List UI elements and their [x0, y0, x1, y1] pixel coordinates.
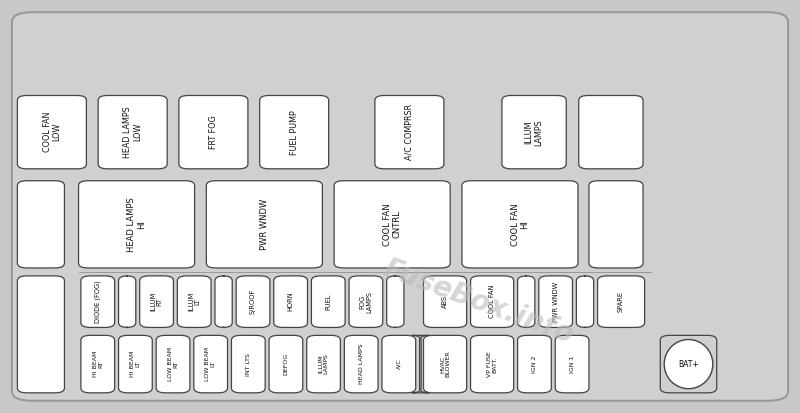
- Text: HI BEAM
LT: HI BEAM LT: [130, 351, 141, 377]
- FancyBboxPatch shape: [423, 276, 466, 328]
- FancyBboxPatch shape: [306, 335, 341, 393]
- Text: BAT+: BAT+: [678, 360, 699, 368]
- Text: ILLUM
LT: ILLUM LT: [188, 292, 201, 311]
- Text: FUEL: FUEL: [326, 294, 331, 310]
- Text: PWR WNDW: PWR WNDW: [260, 199, 269, 250]
- Text: COOL FAN
HI: COOL FAN HI: [510, 203, 530, 246]
- Text: SPARE: SPARE: [618, 291, 624, 312]
- FancyBboxPatch shape: [538, 276, 573, 328]
- Text: VP FUSE
BATT.: VP FUSE BATT.: [487, 351, 498, 377]
- FancyBboxPatch shape: [236, 276, 270, 328]
- FancyBboxPatch shape: [386, 276, 404, 328]
- FancyBboxPatch shape: [382, 335, 416, 393]
- Text: DIODE (FOG): DIODE (FOG): [94, 280, 101, 323]
- FancyBboxPatch shape: [470, 335, 514, 393]
- FancyBboxPatch shape: [660, 335, 717, 393]
- FancyBboxPatch shape: [18, 95, 86, 169]
- Text: S/ROOF: S/ROOF: [250, 289, 256, 314]
- Text: HI BEAM
RT: HI BEAM RT: [93, 351, 103, 377]
- Text: HEAD LAMPS
LOW: HEAD LAMPS LOW: [123, 106, 142, 158]
- FancyBboxPatch shape: [334, 181, 450, 268]
- Text: IGN 1: IGN 1: [570, 356, 574, 373]
- FancyBboxPatch shape: [555, 335, 589, 393]
- Text: HEAD LAMPS
HI: HEAD LAMPS HI: [127, 197, 146, 252]
- FancyBboxPatch shape: [140, 276, 174, 328]
- FancyBboxPatch shape: [311, 276, 345, 328]
- FancyBboxPatch shape: [231, 335, 265, 393]
- FancyBboxPatch shape: [98, 95, 167, 169]
- Ellipse shape: [664, 339, 713, 389]
- Text: A/C COMPRSR: A/C COMPRSR: [405, 104, 414, 160]
- Text: PWR WNDW: PWR WNDW: [553, 282, 558, 322]
- Text: FUEL PUMP: FUEL PUMP: [290, 110, 298, 154]
- Text: HVAC
BLOWER: HVAC BLOWER: [440, 351, 450, 377]
- FancyBboxPatch shape: [81, 276, 114, 328]
- FancyBboxPatch shape: [423, 335, 466, 393]
- Text: HEAD LAMPS: HEAD LAMPS: [358, 344, 364, 385]
- Text: ABS: ABS: [442, 295, 448, 308]
- FancyBboxPatch shape: [179, 95, 248, 169]
- FancyBboxPatch shape: [462, 181, 578, 268]
- Text: COOL FAN: COOL FAN: [489, 285, 495, 318]
- Text: INT LTS: INT LTS: [246, 353, 250, 375]
- Text: ILLUM
LAMPS: ILLUM LAMPS: [318, 354, 329, 375]
- FancyBboxPatch shape: [412, 335, 429, 393]
- FancyBboxPatch shape: [18, 181, 65, 268]
- FancyBboxPatch shape: [375, 95, 444, 169]
- FancyBboxPatch shape: [18, 276, 65, 393]
- FancyBboxPatch shape: [349, 276, 382, 328]
- FancyBboxPatch shape: [78, 181, 194, 268]
- FancyBboxPatch shape: [576, 276, 594, 328]
- Text: HORN: HORN: [288, 292, 294, 311]
- Text: A/C: A/C: [396, 359, 402, 370]
- Text: FRT FOG: FRT FOG: [209, 115, 218, 149]
- FancyBboxPatch shape: [215, 276, 232, 328]
- Text: FOG
LAMPS: FOG LAMPS: [360, 291, 372, 313]
- FancyBboxPatch shape: [502, 95, 566, 169]
- FancyBboxPatch shape: [470, 276, 514, 328]
- Text: LOW BEAM
LT: LOW BEAM LT: [206, 347, 216, 381]
- FancyBboxPatch shape: [81, 335, 114, 393]
- FancyBboxPatch shape: [194, 335, 227, 393]
- FancyBboxPatch shape: [118, 276, 136, 328]
- FancyBboxPatch shape: [518, 335, 551, 393]
- FancyBboxPatch shape: [578, 95, 643, 169]
- FancyBboxPatch shape: [274, 276, 307, 328]
- FancyBboxPatch shape: [178, 276, 211, 328]
- Text: LOW BEAM
RT: LOW BEAM RT: [168, 347, 178, 381]
- FancyBboxPatch shape: [12, 12, 788, 401]
- FancyBboxPatch shape: [156, 335, 190, 393]
- Text: COOL FAN
CNTRL: COOL FAN CNTRL: [383, 203, 402, 246]
- FancyBboxPatch shape: [598, 276, 645, 328]
- Text: FuseBox.info: FuseBox.info: [379, 254, 578, 349]
- Text: ILLUM
RT: ILLUM RT: [150, 292, 163, 311]
- Text: ILLUM
LAMPS: ILLUM LAMPS: [525, 119, 543, 145]
- FancyBboxPatch shape: [518, 276, 535, 328]
- FancyBboxPatch shape: [118, 335, 152, 393]
- FancyBboxPatch shape: [206, 181, 322, 268]
- FancyBboxPatch shape: [269, 335, 302, 393]
- Text: IGN 2: IGN 2: [532, 355, 537, 373]
- Text: DEFOG: DEFOG: [283, 353, 289, 375]
- FancyBboxPatch shape: [260, 95, 329, 169]
- FancyBboxPatch shape: [344, 335, 378, 393]
- FancyBboxPatch shape: [589, 181, 643, 268]
- Text: COOL FAN
LOW: COOL FAN LOW: [42, 112, 62, 152]
